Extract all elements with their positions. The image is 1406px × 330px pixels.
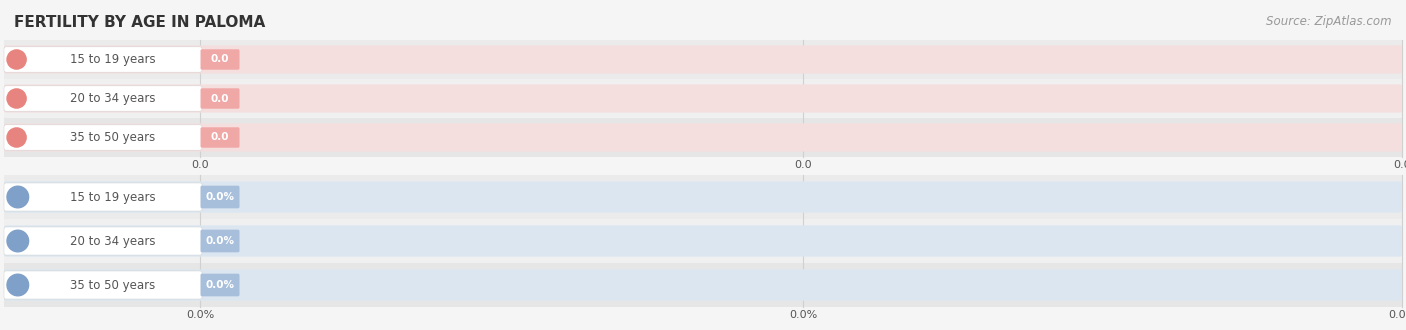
FancyBboxPatch shape <box>4 183 202 211</box>
Bar <box>4 40 1402 79</box>
FancyBboxPatch shape <box>4 125 202 150</box>
Text: 20 to 34 years: 20 to 34 years <box>70 92 156 105</box>
Bar <box>4 118 1402 157</box>
FancyBboxPatch shape <box>201 230 239 252</box>
Bar <box>4 175 1402 219</box>
Text: 15 to 19 years: 15 to 19 years <box>70 190 156 204</box>
Text: Source: ZipAtlas.com: Source: ZipAtlas.com <box>1267 15 1392 28</box>
Text: 0.0%: 0.0% <box>789 310 817 320</box>
FancyBboxPatch shape <box>201 127 239 148</box>
Circle shape <box>7 230 28 252</box>
FancyBboxPatch shape <box>4 86 202 111</box>
Text: 35 to 50 years: 35 to 50 years <box>70 131 155 144</box>
Bar <box>4 219 1402 263</box>
Text: FERTILITY BY AGE IN PALOMA: FERTILITY BY AGE IN PALOMA <box>14 15 266 30</box>
FancyBboxPatch shape <box>4 271 202 299</box>
Text: 0.0%: 0.0% <box>205 236 235 246</box>
FancyBboxPatch shape <box>4 227 202 255</box>
Bar <box>4 79 1402 118</box>
Text: 0.0: 0.0 <box>191 160 209 170</box>
Circle shape <box>7 274 28 296</box>
Text: 0.0%: 0.0% <box>205 280 235 290</box>
Circle shape <box>7 89 27 108</box>
FancyBboxPatch shape <box>4 123 1402 151</box>
FancyBboxPatch shape <box>4 269 1402 301</box>
Text: 20 to 34 years: 20 to 34 years <box>70 235 156 248</box>
Circle shape <box>7 50 27 69</box>
FancyBboxPatch shape <box>201 186 239 208</box>
Text: 0.0: 0.0 <box>211 133 229 143</box>
FancyBboxPatch shape <box>201 274 239 296</box>
Bar <box>4 263 1402 307</box>
Text: 35 to 50 years: 35 to 50 years <box>70 279 155 291</box>
Text: 0.0%: 0.0% <box>186 310 214 320</box>
FancyBboxPatch shape <box>4 47 202 72</box>
Text: 0.0: 0.0 <box>794 160 811 170</box>
Circle shape <box>7 186 28 208</box>
FancyBboxPatch shape <box>201 88 239 109</box>
Text: 0.0%: 0.0% <box>205 192 235 202</box>
Circle shape <box>7 128 27 147</box>
Text: 0.0%: 0.0% <box>1388 310 1406 320</box>
FancyBboxPatch shape <box>4 46 1402 74</box>
Text: 0.0: 0.0 <box>211 93 229 104</box>
Text: 0.0: 0.0 <box>1393 160 1406 170</box>
Text: 15 to 19 years: 15 to 19 years <box>70 53 156 66</box>
FancyBboxPatch shape <box>4 225 1402 257</box>
FancyBboxPatch shape <box>4 182 1402 213</box>
FancyBboxPatch shape <box>4 84 1402 113</box>
Text: 0.0: 0.0 <box>211 54 229 64</box>
FancyBboxPatch shape <box>201 49 239 70</box>
